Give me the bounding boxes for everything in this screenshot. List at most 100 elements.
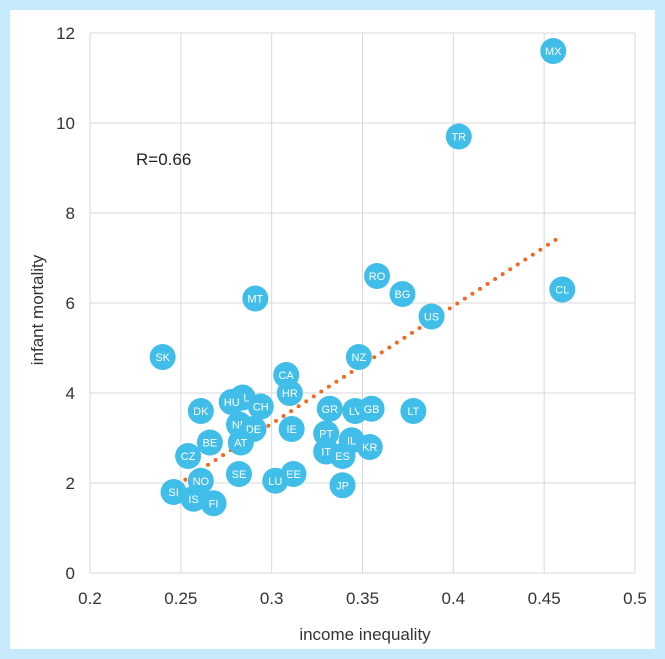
point-label: CZ <box>181 451 196 463</box>
point-marker <box>389 281 416 307</box>
data-point: MT <box>242 285 269 312</box>
data-point: DK <box>187 398 214 424</box>
point-label: HR <box>282 388 298 400</box>
point-label: NZ <box>352 352 367 364</box>
point-label: LT <box>407 406 419 418</box>
point-label: TR <box>451 132 466 144</box>
point-label: IS <box>188 494 198 506</box>
data-point: AT <box>227 429 254 456</box>
data-point: FI <box>200 490 227 517</box>
point-marker <box>445 123 472 150</box>
data-point: GB <box>358 395 385 422</box>
point-marker <box>175 443 202 469</box>
point-marker <box>418 303 445 330</box>
point-marker <box>200 490 227 517</box>
point-label: CA <box>279 370 295 382</box>
x-tick-label: 0.35 <box>346 589 379 608</box>
data-point: TR <box>445 123 472 150</box>
point-label: KR <box>362 442 377 454</box>
point-marker <box>149 344 176 370</box>
point-marker <box>316 395 343 422</box>
point-label: EE <box>286 469 301 481</box>
data-point: US <box>418 303 445 330</box>
data-point: BE <box>196 429 223 456</box>
point-label: DE <box>246 424 261 436</box>
point-label: MX <box>545 46 562 58</box>
point-label: JP <box>336 480 349 492</box>
data-point: PT <box>313 420 340 447</box>
point-marker <box>225 461 252 487</box>
point-label: NO <box>193 476 210 488</box>
point-marker <box>329 443 356 469</box>
point-marker <box>364 263 391 289</box>
y-tick-label: 4 <box>66 384 75 403</box>
data-point: MX <box>540 38 567 64</box>
point-label: BG <box>395 289 411 301</box>
data-point: SE <box>225 461 252 487</box>
x-tick-label: 0.45 <box>528 589 561 608</box>
x-axis-title: income inequality <box>299 625 431 644</box>
y-axis-title: infant mortality <box>28 254 47 365</box>
point-marker <box>278 416 305 442</box>
point-marker <box>358 395 385 422</box>
axis-ticks: 0.2 0.25 0.3 0.35 0.4 0.45 0.5 0 2 4 6 8 10 12 <box>56 24 647 608</box>
data-point: HU <box>218 389 245 415</box>
y-tick-label: 8 <box>66 204 75 223</box>
point-marker <box>247 393 274 420</box>
point-marker <box>540 38 567 64</box>
y-tick-label: 6 <box>66 294 75 313</box>
point-marker <box>329 472 356 499</box>
trendline <box>160 233 565 497</box>
point-label: SK <box>155 352 170 364</box>
point-label: SE <box>232 469 247 481</box>
point-label: IL <box>347 435 356 447</box>
point-marker <box>356 434 383 460</box>
y-tick-label: 2 <box>66 474 75 493</box>
data-point: JP <box>329 472 356 499</box>
grid-lines <box>89 32 636 574</box>
point-label: CH <box>253 402 269 414</box>
point-marker <box>549 276 576 303</box>
point-label: MT <box>247 294 263 306</box>
point-marker <box>313 420 340 447</box>
point-marker <box>160 479 187 505</box>
point-label: BE <box>203 438 218 450</box>
point-label: GR <box>322 404 339 416</box>
data-point: HR <box>276 380 303 406</box>
point-label: AT <box>234 438 248 450</box>
y-tick-label: 0 <box>66 564 75 583</box>
data-point: IE <box>278 416 305 442</box>
point-label: SI <box>168 487 178 499</box>
data-point: BG <box>389 281 416 307</box>
x-tick-label: 0.4 <box>442 589 466 608</box>
correlation-annotation: R=0.66 <box>136 150 191 169</box>
data-points: MXTRCLROBGUSMTSKNZCAHRPLHUCHDKGRLVGBLTNL… <box>149 38 576 517</box>
data-point: CZ <box>175 443 202 469</box>
point-marker <box>345 344 372 370</box>
point-label: DK <box>193 406 209 418</box>
point-marker <box>196 429 223 456</box>
point-label: IT <box>321 447 331 459</box>
chart-frame: MXTRCLROBGUSMTSKNZCAHRPLHUCHDKGRLVGBLTNL… <box>10 10 655 649</box>
data-point: CL <box>549 276 576 303</box>
y-tick-label: 12 <box>56 24 75 43</box>
scatter-chart: MXTRCLROBGUSMTSKNZCAHRPLHUCHDKGRLVGBLTNL… <box>28 24 647 644</box>
data-point: LU <box>262 467 289 494</box>
data-point: SI <box>160 479 187 505</box>
point-label: CL <box>555 285 569 297</box>
point-marker <box>262 467 289 494</box>
point-label: RO <box>369 271 386 283</box>
data-point: CH <box>247 393 274 420</box>
point-marker <box>242 285 269 312</box>
point-label: FI <box>209 498 219 510</box>
x-tick-label: 0.2 <box>78 589 102 608</box>
point-marker <box>227 429 254 456</box>
point-label: ES <box>335 451 350 463</box>
data-point: SK <box>149 344 176 370</box>
data-point: GR <box>316 395 343 422</box>
point-label: GB <box>364 404 380 416</box>
data-point: NZ <box>345 344 372 370</box>
point-label: LU <box>268 476 282 488</box>
data-point: KR <box>356 434 383 460</box>
x-tick-label: 0.3 <box>260 589 284 608</box>
